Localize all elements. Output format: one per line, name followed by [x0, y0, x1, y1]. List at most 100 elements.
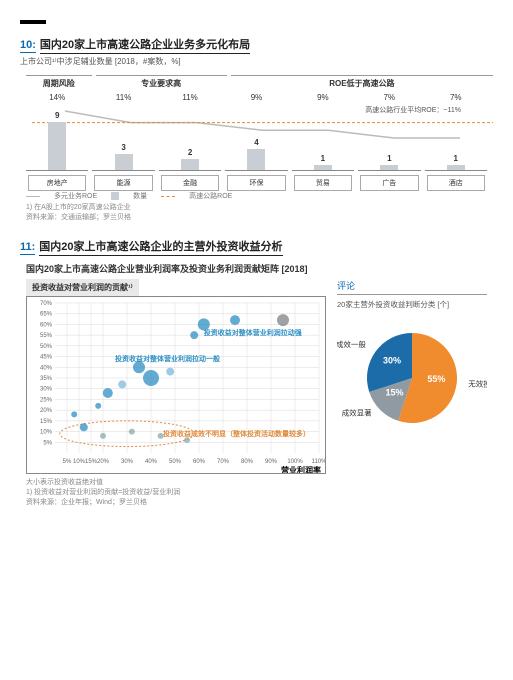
bar-pct: 11%: [92, 93, 154, 102]
section10-title: 10: 国内20家上市高速公路企业业务多元化布局: [20, 36, 493, 54]
bar-category: 金融: [161, 175, 219, 191]
bar-category: 房地产: [28, 175, 86, 191]
svg-text:40%: 40%: [40, 365, 53, 371]
section10-note1: 1) 在A股上市的20家高速公路企业: [26, 203, 487, 212]
bar-cell: 9%4环保: [225, 93, 287, 171]
section11-num: 11:: [20, 241, 35, 255]
bar-rect: [380, 165, 398, 170]
scatter-panel: 投资收益对营业利润的贡献¹⁾ 5%10%15%20%25%30%35%40%45…: [26, 279, 327, 474]
section11-text: 国内20家上市高速公路企业的主营外投资收益分析: [39, 238, 282, 256]
svg-text:投资收益成效不明显（整体投资活动数量较多）: 投资收益成效不明显（整体投资活动数量较多）: [163, 429, 310, 438]
svg-text:55%: 55%: [40, 333, 53, 339]
group-label: 专业要求高: [96, 75, 227, 89]
group-headers: 周期风险专业要求高 ROE低于高速公路: [26, 75, 493, 89]
bar-pct: 11%: [159, 93, 221, 102]
group-label: ROE低于高速公路: [231, 75, 493, 89]
svg-text:成效显著: 成效显著: [342, 408, 372, 418]
bar-category: 贸易: [294, 175, 352, 191]
svg-text:50%: 50%: [169, 459, 182, 465]
bar-category: 能源: [94, 175, 152, 191]
section11-source: 资料来源：企业年报；Wind；罗兰贝格: [26, 498, 487, 507]
svg-text:55%: 55%: [427, 374, 445, 384]
svg-text:投资收益对整体营业利润拉动强: 投资收益对整体营业利润拉动强: [204, 328, 302, 337]
legend-c: 高速公路ROE: [189, 191, 232, 201]
bar-rect: [447, 165, 465, 170]
section11-legendnote: 大小表示投资收益绝对值: [26, 478, 487, 487]
bar-category: 酒店: [427, 175, 485, 191]
svg-text:20%: 20%: [40, 408, 53, 414]
legend-a: 多元业务ROE: [54, 191, 97, 201]
legend-dash-icon: [161, 196, 175, 197]
bar-chart-10: 高速公路行业平均ROE：~11% 14%9房地产11%3能源11%2金融9%4环…: [26, 93, 487, 171]
svg-text:25%: 25%: [40, 398, 53, 404]
bar-count: 9: [26, 111, 88, 120]
svg-text:20%: 20%: [97, 459, 110, 465]
svg-text:60%: 60%: [40, 323, 53, 329]
svg-text:15%: 15%: [385, 388, 403, 398]
scatter-chart: 5%10%15%20%25%30%35%40%45%50%55%60%65%70…: [26, 296, 326, 474]
bar-count: 4: [225, 138, 287, 147]
legend-square-icon: [111, 192, 119, 200]
section10-subtitle: 上市公司¹⁾中涉足辅业数量 [2018，#案数，%]: [20, 56, 493, 67]
bar-cell: 14%9房地产: [26, 93, 88, 171]
bar-pct: 14%: [26, 93, 88, 102]
svg-text:投资收益对整体营业利润拉动一般: 投资收益对整体营业利润拉动一般: [115, 354, 220, 363]
svg-text:15%: 15%: [85, 459, 98, 465]
bar-rect: [48, 122, 66, 170]
section10-text: 国内20家上市高速公路企业业务多元化布局: [40, 36, 250, 54]
svg-text:70%: 70%: [217, 459, 230, 465]
svg-text:10%: 10%: [73, 459, 86, 465]
section11-note1: 1) 投资收益对营业利润的贡献=投资收益/营业利润: [26, 488, 487, 497]
bar-pct: 9%: [225, 93, 287, 102]
svg-text:110%: 110%: [312, 459, 326, 465]
bar-pct: 9%: [292, 93, 354, 102]
pie-header: 评论: [337, 279, 487, 295]
bar-pct: 7%: [358, 93, 420, 102]
bar-cell: 11%2金融: [159, 93, 221, 171]
svg-text:5%: 5%: [63, 459, 72, 465]
bar-cell: 7%1广告: [358, 93, 420, 171]
legend-10: 多元业务ROE 数量 高速公路ROE: [26, 191, 487, 201]
svg-text:80%: 80%: [241, 459, 254, 465]
bar-pct: 7%: [425, 93, 487, 102]
bar-count: 1: [358, 154, 420, 163]
svg-text:50%: 50%: [40, 344, 53, 350]
section10-source: 资料来源：交通运输部；罗兰贝格: [26, 213, 487, 222]
section11-subtitle: 国内20家上市高速公路企业营业利润率及投资业务利润贡献矩阵 [2018]: [26, 262, 487, 275]
svg-text:100%: 100%: [287, 459, 303, 465]
bar-category: 广告: [360, 175, 418, 191]
svg-text:60%: 60%: [193, 459, 206, 465]
bar-category: 环保: [227, 175, 285, 191]
svg-text:10%: 10%: [40, 430, 53, 436]
bar-rect: [247, 149, 265, 170]
section10-num: 10:: [20, 39, 36, 53]
scatter-box-title: 投资收益对营业利润的贡献¹⁾: [26, 279, 139, 296]
group-label: 周期风险: [26, 75, 92, 89]
bar-count: 1: [425, 154, 487, 163]
svg-text:30%: 30%: [121, 459, 134, 465]
svg-text:15%: 15%: [40, 419, 53, 425]
svg-text:成效一般: 成效一般: [337, 339, 366, 349]
pie-sub: 20家主营外投资收益判断分类 [个]: [337, 299, 487, 310]
bar-cell: 9%1贸易: [292, 93, 354, 171]
header-accent: [20, 20, 46, 24]
bar-cell: 11%3能源: [92, 93, 154, 171]
bar-count: 2: [159, 148, 221, 157]
legend-line-icon: [26, 196, 40, 197]
bar-rect: [314, 165, 332, 170]
section11-title: 11: 国内20家上市高速公路企业的主营外投资收益分析: [20, 238, 493, 256]
svg-text:营业利润率: 营业利润率: [281, 465, 321, 474]
svg-text:65%: 65%: [40, 312, 53, 318]
pie-chart: 55%无效投资15%成效显著30%成效一般: [337, 316, 487, 446]
bar-count: 3: [92, 143, 154, 152]
svg-text:35%: 35%: [40, 376, 53, 382]
svg-text:70%: 70%: [40, 301, 53, 307]
bar-rect: [181, 159, 199, 170]
svg-text:5%: 5%: [43, 440, 52, 446]
svg-text:30%: 30%: [40, 387, 53, 393]
legend-b: 数量: [133, 191, 147, 201]
bar-cell: 7%1酒店: [425, 93, 487, 171]
bar-rect: [115, 154, 133, 170]
svg-text:90%: 90%: [265, 459, 278, 465]
svg-text:40%: 40%: [145, 459, 158, 465]
